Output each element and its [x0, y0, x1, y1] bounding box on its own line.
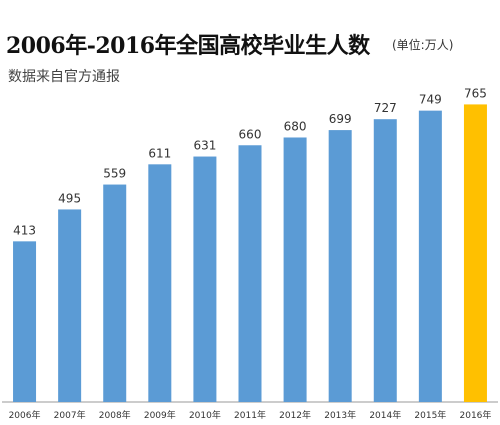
bar-2010年 — [193, 156, 217, 402]
x-tick-label: 2014年 — [369, 409, 401, 421]
value-label: 559 — [103, 167, 126, 181]
x-tick-label: 2010年 — [189, 409, 221, 421]
value-label: 495 — [58, 191, 81, 205]
bar-2012年 — [283, 137, 307, 403]
bar-2015年 — [418, 110, 442, 402]
chart-title: 2006年-2016年全国高校毕业生人数 — [6, 33, 370, 59]
bar-2013年 — [328, 130, 352, 403]
x-tick-label: 2008年 — [99, 409, 131, 421]
value-label: 611 — [148, 146, 171, 160]
value-label: 727 — [374, 101, 397, 115]
bar-2008年 — [103, 184, 127, 402]
value-label: 631 — [193, 139, 216, 153]
value-label: 699 — [329, 112, 352, 126]
x-tick-label: 2009年 — [144, 409, 176, 421]
x-tick-label: 2006年 — [9, 409, 41, 421]
chart-subtitle: 数据来自官方通报 — [8, 69, 120, 85]
bar-2006年 — [13, 241, 37, 402]
bar-2007年 — [58, 209, 82, 402]
value-label: 749 — [419, 93, 442, 107]
x-tick-label: 2015年 — [414, 409, 446, 421]
value-label: 660 — [239, 127, 262, 141]
value-label: 765 — [464, 86, 487, 100]
value-label: 413 — [13, 223, 36, 237]
x-tick-label: 2016年 — [460, 409, 492, 421]
bar-2009年 — [148, 164, 172, 402]
x-tick-label: 2007年 — [54, 409, 86, 421]
bar-2014年 — [373, 119, 397, 403]
value-label: 680 — [284, 119, 307, 133]
unit-note: (单位:万人) — [392, 38, 454, 52]
x-tick-label: 2013年 — [324, 409, 356, 421]
x-tick-label: 2011年 — [234, 409, 266, 421]
bar-2016年 — [463, 104, 487, 402]
bar-2011年 — [238, 145, 262, 402]
x-tick-label: 2012年 — [279, 409, 311, 421]
